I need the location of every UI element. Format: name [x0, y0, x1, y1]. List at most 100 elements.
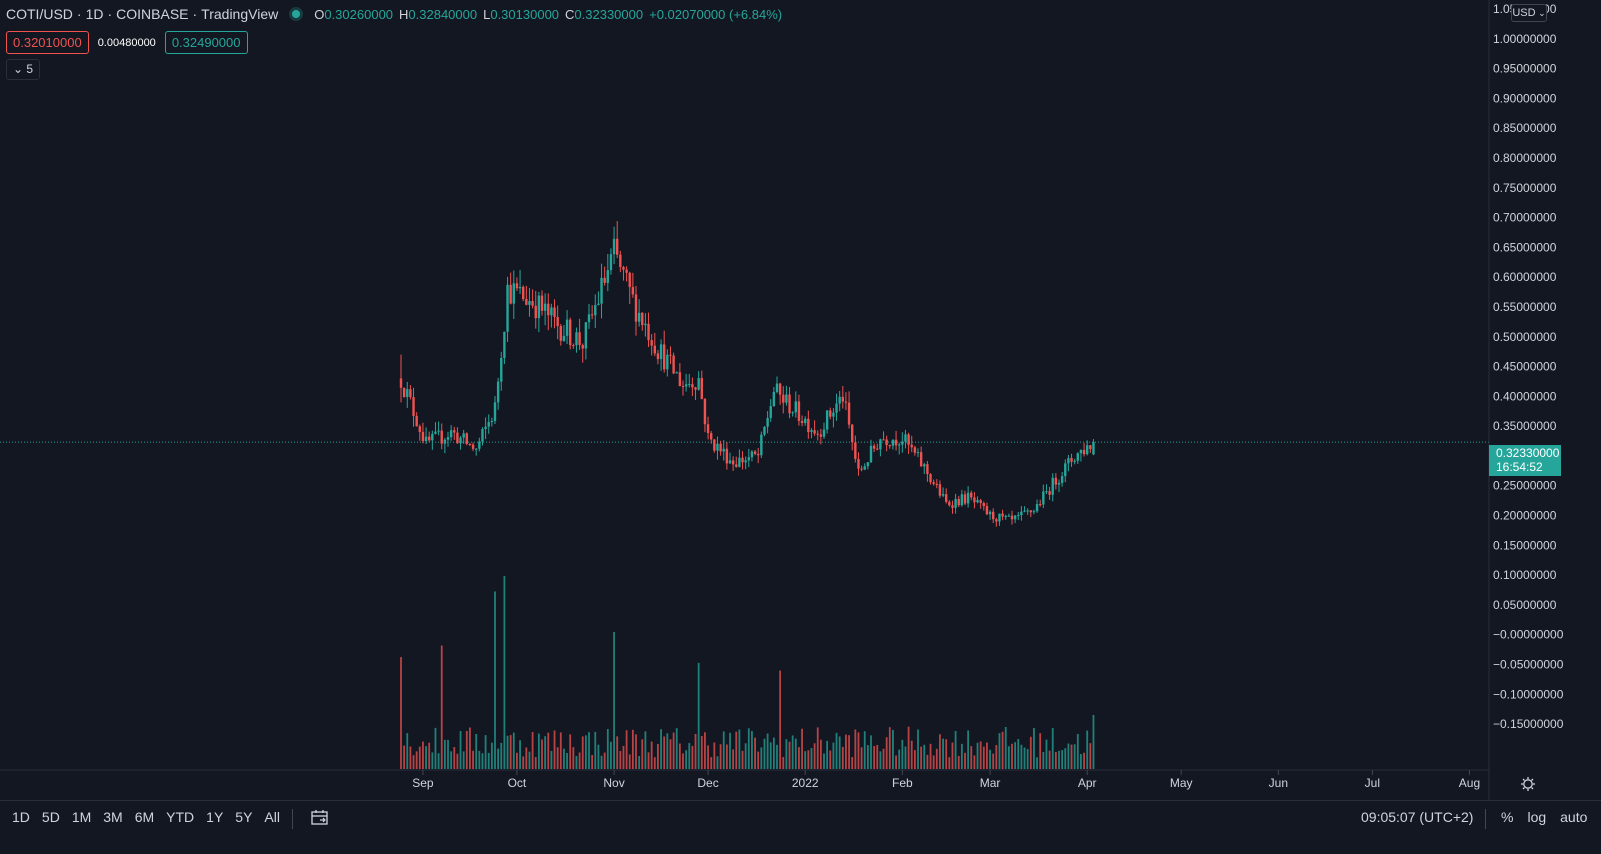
- volume-bar: [885, 737, 888, 769]
- candle-body: [847, 402, 851, 425]
- candle-body: [970, 492, 973, 498]
- calendar-goto-icon[interactable]: [311, 810, 329, 826]
- candle-body: [844, 401, 848, 403]
- range-button-5y[interactable]: 5Y: [235, 809, 253, 825]
- candle-body: [719, 443, 722, 452]
- divider: [1485, 809, 1486, 829]
- volume-bar: [606, 729, 609, 769]
- candle-body: [1007, 515, 1011, 517]
- volume-bar: [494, 591, 496, 769]
- candle-body: [537, 295, 541, 319]
- candle-body: [825, 410, 829, 430]
- price-tick-label: 0.85000000: [1493, 121, 1557, 135]
- range-button-1y[interactable]: 1Y: [206, 809, 224, 825]
- volume-bar: [478, 750, 481, 769]
- clock-timezone[interactable]: 09:05:07 (UTC+2): [1361, 809, 1474, 825]
- range-button-1m[interactable]: 1M: [71, 809, 92, 825]
- candle-body: [641, 312, 644, 326]
- volume-bar: [1073, 744, 1076, 769]
- volume-bar: [641, 739, 644, 769]
- bar-countdown: 16:54:52: [1496, 460, 1543, 474]
- price-chart[interactable]: 1.050000001.000000000.950000000.90000000…: [0, 0, 1601, 800]
- volume-bar: [456, 753, 459, 769]
- volume-bar: [857, 732, 860, 769]
- candle-body: [857, 458, 860, 469]
- price-axis[interactable]: 1.050000001.000000000.950000000.90000000…: [1493, 2, 1564, 731]
- volume-bar: [913, 750, 916, 769]
- candle-body: [829, 410, 832, 417]
- auto-scale-toggle[interactable]: auto: [1560, 809, 1588, 825]
- candle-body: [471, 444, 475, 449]
- candle-body: [547, 303, 550, 316]
- range-button-ytd[interactable]: YTD: [166, 809, 195, 825]
- volume-bar: [832, 742, 835, 769]
- market-status-icon: [292, 10, 301, 18]
- symbol-name[interactable]: COTI/USD: [6, 6, 73, 22]
- indicators-toggle[interactable]: ⌄ 5: [6, 59, 41, 80]
- range-button-all[interactable]: All: [264, 809, 280, 825]
- volume-bar: [588, 732, 590, 769]
- candle-body: [446, 437, 450, 440]
- candle-body: [932, 482, 935, 484]
- candle-body: [650, 340, 653, 346]
- sell-button[interactable]: 0.32010000: [6, 31, 89, 54]
- range-button-1d[interactable]: 1D: [12, 809, 30, 825]
- candle-body: [935, 483, 938, 485]
- candle-body: [465, 433, 468, 444]
- candle-body: [941, 494, 945, 496]
- volume-bar: [986, 742, 988, 769]
- buy-button[interactable]: 0.32490000: [164, 31, 248, 54]
- volume-bar: [948, 757, 951, 769]
- volume-bar: [888, 727, 891, 769]
- volume-bar: [1092, 714, 1095, 769]
- range-button-3m[interactable]: 3M: [103, 809, 123, 825]
- volume-bar: [563, 748, 565, 769]
- candle-body: [512, 283, 515, 304]
- volume-bar: [490, 742, 493, 769]
- candle-body: [656, 353, 660, 360]
- volume-bar: [644, 731, 647, 769]
- volume-bar: [879, 751, 882, 769]
- volume-bar: [788, 741, 791, 769]
- candle-body: [769, 406, 772, 418]
- candle-body: [509, 284, 512, 304]
- gear-icon[interactable]: [1519, 776, 1537, 794]
- volume-bar: [616, 736, 619, 769]
- percent-scale-toggle[interactable]: %: [1501, 809, 1514, 825]
- candle-body: [763, 426, 766, 435]
- price-tick-label: −0.15000000: [1493, 717, 1564, 731]
- candle-body: [926, 464, 929, 475]
- candle-body: [957, 498, 960, 506]
- interval-label[interactable]: 1D: [85, 6, 104, 22]
- log-scale-toggle[interactable]: log: [1527, 809, 1547, 825]
- volume-bar: [845, 734, 847, 769]
- candle-body: [863, 466, 866, 470]
- volume-bar: [722, 731, 725, 769]
- currency-button[interactable]: USD ⌄: [1511, 4, 1547, 22]
- volume-bar: [434, 727, 437, 769]
- volume-bar: [1083, 752, 1085, 769]
- volume-bar: [666, 733, 669, 769]
- volume-bar: [735, 731, 738, 769]
- time-tick-label: May: [1170, 776, 1193, 790]
- range-button-6m[interactable]: 6M: [134, 809, 155, 825]
- volume-bar: [747, 728, 750, 769]
- ohlc-low: L0.30130000: [483, 6, 560, 22]
- time-axis[interactable]: Sep Oct Nov Dec 2022 Feb Mar Apr May Jun Jul Aug: [412, 770, 1480, 790]
- volume-bar: [779, 670, 782, 769]
- candle-body: [681, 386, 685, 388]
- volume-bar: [610, 741, 612, 769]
- candle-body: [553, 307, 556, 317]
- volume-bar: [685, 750, 688, 769]
- price-tick-label: 0.10000000: [1493, 568, 1557, 582]
- candle-body: [415, 415, 418, 427]
- candle-body: [910, 444, 913, 448]
- volume-bar: [1067, 743, 1070, 769]
- ohlc-high: H0.32840000: [399, 6, 478, 22]
- candle-body: [565, 319, 569, 336]
- volume-bar: [707, 745, 709, 769]
- candle-body: [1017, 515, 1020, 517]
- candle-body: [916, 452, 920, 454]
- range-button-5d[interactable]: 5D: [41, 809, 60, 825]
- volume-bar: [544, 736, 547, 769]
